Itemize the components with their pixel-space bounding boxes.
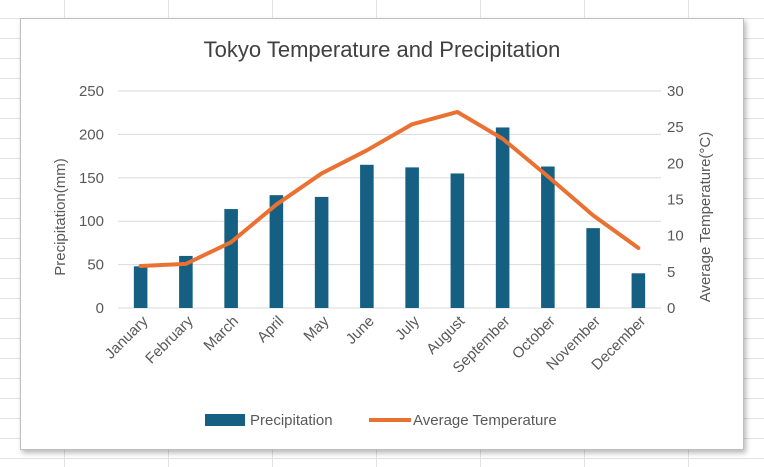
y-tick-label: 250 (79, 83, 104, 100)
y-tick-label: 150 (79, 170, 104, 187)
x-tick-label: April (254, 313, 287, 346)
y2-tick-label: 15 (667, 192, 684, 209)
bar-may (314, 196, 329, 308)
legend[interactable]: Precipitation Average Temperature (205, 412, 557, 429)
bar-april (269, 195, 284, 308)
y2-tick-label: 20 (667, 155, 684, 172)
x-tick-label: July (392, 312, 423, 343)
y-tick-label: 100 (79, 213, 104, 230)
y-axis-left-label: Precipitation(mm) (52, 158, 69, 276)
combo-chart: Tokyo Temperature and Precipitation 0501… (52, 37, 714, 429)
y-tick-label: 200 (79, 126, 104, 143)
bar-december (631, 273, 646, 308)
bar-june (360, 164, 374, 308)
x-tick-label: May (300, 312, 332, 344)
y2-tick-label: 25 (667, 119, 684, 136)
bar-january (133, 266, 148, 308)
bar-september (495, 127, 510, 309)
gridlines (118, 90, 661, 309)
bar-october (541, 166, 555, 308)
legend-label-temperature: Average Temperature (413, 412, 557, 429)
y2-tick-label: 5 (667, 264, 675, 281)
line-series (138, 109, 641, 269)
y-axis-right-ticks: 0 5 10 15 20 25 30 (667, 83, 684, 317)
bar-february (179, 255, 193, 308)
chart-area[interactable]: Tokyo Temperature and Precipitation 0 50 1… (20, 18, 744, 450)
x-tick-label: June (343, 313, 378, 348)
y-axis-right-label: Average Temperature(°C) (697, 132, 714, 303)
y2-tick-label: 10 (667, 228, 684, 245)
x-tick-label: February (142, 312, 197, 367)
bar-august (450, 173, 465, 308)
y-axis-left-ticks: 0 50 100 150 200 250 (79, 83, 104, 317)
chart-title: Tokyo Temperature and Precipitation (204, 37, 561, 62)
y2-tick-label: 0 (667, 300, 675, 317)
legend-label-precipitation: Precipitation (250, 412, 333, 429)
bar-series (133, 127, 646, 309)
temperature-line (138, 109, 641, 269)
legend-swatch-precipitation (205, 414, 245, 426)
x-tick-label: March (200, 313, 241, 354)
y-tick-label: 50 (87, 257, 104, 274)
y-tick-label: 0 (96, 300, 104, 317)
y2-tick-label: 30 (667, 83, 684, 100)
bar-july (405, 167, 419, 308)
bar-november (586, 228, 600, 308)
bar-march (224, 209, 238, 308)
